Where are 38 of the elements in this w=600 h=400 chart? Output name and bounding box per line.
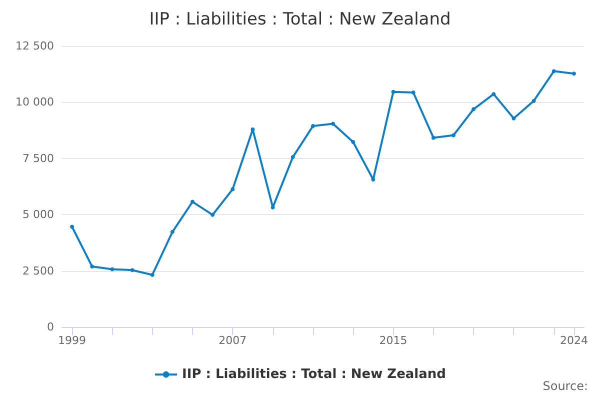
- x-tick-label: 2007: [218, 334, 247, 347]
- point: [391, 90, 396, 94]
- point: [371, 178, 376, 182]
- x-tick-label: 2024: [560, 334, 588, 347]
- y-tick-label: 7 500: [22, 152, 54, 165]
- point: [190, 200, 194, 204]
- x-tick-label: 2015: [379, 334, 408, 347]
- point: [492, 92, 496, 96]
- y-tick-label: 5 000: [22, 208, 54, 222]
- source-note: Source:: [542, 379, 588, 393]
- point: [310, 124, 315, 128]
- point: [250, 127, 255, 132]
- point: [472, 107, 476, 112]
- point: [411, 90, 416, 95]
- point: [431, 136, 436, 140]
- chart-title: IIP : Liabilities : Total : New Zealand: [149, 10, 451, 30]
- y-tick-label: 0: [47, 320, 54, 334]
- point: [452, 133, 456, 138]
- point: [130, 268, 134, 272]
- point: [512, 116, 516, 120]
- point: [210, 212, 215, 217]
- point: [150, 272, 154, 277]
- point: [351, 140, 356, 144]
- point: [532, 98, 536, 103]
- point: [572, 72, 576, 76]
- point: [552, 69, 556, 74]
- y-tick-label: 10 000: [16, 96, 54, 109]
- point: [70, 224, 74, 229]
- point: [170, 230, 174, 234]
- x-tick-label: 1999: [58, 334, 86, 347]
- y-tick-label: 2 500: [22, 264, 54, 278]
- point: [331, 122, 336, 126]
- point: [290, 155, 295, 160]
- point: [230, 187, 235, 192]
- y-tick-label: 12 500: [16, 40, 54, 52]
- legend-label: IIP : Liabilities : Total : New Zealand: [182, 367, 446, 382]
- point: [110, 267, 114, 272]
- point: [90, 264, 94, 269]
